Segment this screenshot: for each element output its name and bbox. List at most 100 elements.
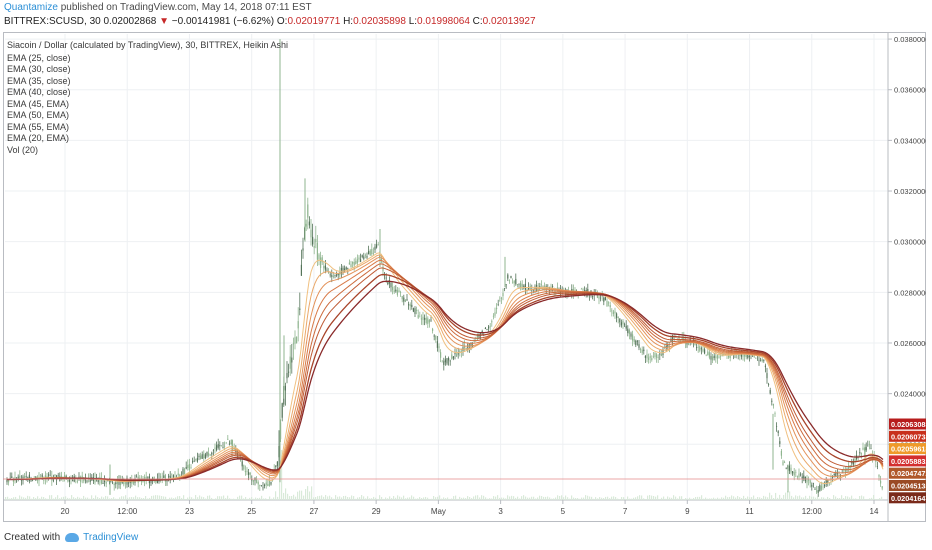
candle-body — [798, 473, 800, 478]
volume-bar — [211, 497, 213, 500]
candle-body — [54, 474, 56, 477]
volume-bar — [145, 496, 147, 500]
candle-body — [808, 478, 810, 481]
x-tick-label: 3 — [498, 507, 503, 516]
candle-body — [876, 466, 878, 467]
volume-bar — [491, 498, 493, 500]
volume-bar — [17, 498, 19, 500]
volume-bar — [643, 498, 645, 500]
price-tag-label: 0.02059618 — [891, 445, 926, 454]
candle-body — [360, 259, 362, 262]
candle-body — [670, 338, 672, 343]
volume-bar — [839, 498, 841, 500]
candle-body — [396, 290, 398, 295]
candle-body — [452, 356, 454, 359]
candle-body — [80, 477, 82, 482]
volume-bar — [737, 496, 739, 500]
volume-bar — [217, 496, 219, 500]
legend-item-ema-55[interactable]: EMA (55, EMA) — [7, 121, 70, 132]
volume-bar — [615, 497, 617, 500]
volume-bar — [765, 496, 767, 500]
candle-body — [385, 277, 387, 279]
candle-body — [406, 299, 408, 301]
volume-bar — [861, 495, 863, 500]
candle-body — [356, 259, 358, 264]
volume-bar — [271, 498, 273, 500]
price-tag-label: 0.02060738 — [891, 432, 926, 441]
candle-body — [222, 446, 224, 448]
volume-bar — [449, 498, 451, 500]
volume-bar — [675, 496, 677, 500]
candle-body — [107, 480, 109, 482]
volume-bar — [165, 496, 167, 500]
candle-body — [792, 471, 794, 474]
legend-item-ema-20[interactable]: EMA (20, EMA) — [7, 133, 70, 143]
legend-item-ema-45[interactable]: EMA (45, EMA) — [7, 98, 70, 109]
candle-body — [814, 489, 816, 490]
candle-body — [249, 473, 251, 475]
candle-body — [660, 353, 662, 356]
candle-body — [881, 486, 883, 489]
volume-bar — [95, 495, 97, 500]
volume-bar — [309, 491, 311, 500]
volume-bar — [589, 496, 591, 500]
x-tick-label: 29 — [372, 507, 381, 516]
x-tick-label: 7 — [623, 507, 628, 516]
volume-bar — [387, 498, 389, 500]
candle-body — [132, 479, 134, 484]
candle-body — [368, 251, 370, 255]
volume-bar — [795, 495, 797, 500]
candle-body — [484, 327, 486, 329]
candle-body — [20, 479, 22, 481]
volume-bar — [489, 498, 491, 500]
price-chart[interactable]: 0.03800000 0.03600000 0.03400000 0.03200000… — [3, 32, 926, 522]
candle-body — [400, 292, 402, 293]
volume-bar — [83, 495, 85, 500]
volume-bar — [185, 498, 187, 500]
candle-body — [604, 297, 606, 301]
candle-body — [659, 353, 661, 355]
volume-bar — [843, 498, 845, 500]
volume-bar — [847, 496, 849, 500]
y-tick-label: 0.02600000 — [894, 339, 926, 348]
author-name[interactable]: Quantamize — [4, 2, 58, 13]
tradingview-link[interactable]: TradingView — [83, 532, 139, 543]
candle-body — [865, 447, 867, 451]
volume-bar — [879, 498, 881, 500]
price-change: −0.00141981 (−6.62%) — [171, 16, 275, 27]
candle-body — [520, 282, 522, 289]
volume-bar — [261, 495, 263, 500]
legend-item-vol-20[interactable]: Vol (20) — [7, 144, 39, 155]
legend-item-ema-40[interactable]: EMA (40, close) — [7, 87, 71, 97]
candle-body — [779, 441, 781, 444]
volume-bar — [155, 495, 157, 500]
candle-body — [435, 335, 437, 340]
volume-bar — [431, 498, 433, 500]
candle-body — [696, 347, 698, 348]
candle-body — [112, 482, 114, 484]
volume-bar — [473, 496, 475, 500]
candle-body — [521, 283, 523, 290]
legend-item-ema-25[interactable]: EMA (25, close) — [7, 52, 71, 63]
volume-bar — [863, 496, 865, 500]
candle-body — [163, 475, 165, 479]
volume-bar — [715, 498, 717, 500]
candle-body — [526, 289, 528, 290]
legend-item-ema-30[interactable]: EMA (30, close) — [7, 64, 71, 74]
volume-bar — [465, 498, 467, 500]
candle-body — [86, 480, 88, 482]
candle-body — [518, 284, 520, 285]
candle-body — [296, 336, 298, 344]
candle-body — [225, 442, 227, 444]
legend-item-ema-35[interactable]: EMA (35, close) — [7, 75, 71, 86]
candle-body — [43, 480, 45, 481]
candle-body — [755, 358, 757, 359]
candle-body — [441, 361, 443, 363]
candle-body — [774, 413, 776, 415]
volume-bar — [793, 497, 795, 500]
volume-bar — [873, 495, 875, 500]
legend-item-ema-50[interactable]: EMA (50, EMA) — [7, 110, 70, 120]
candle-body — [609, 305, 611, 308]
volume-bar — [171, 497, 173, 500]
x-tick-label: 23 — [185, 507, 194, 516]
